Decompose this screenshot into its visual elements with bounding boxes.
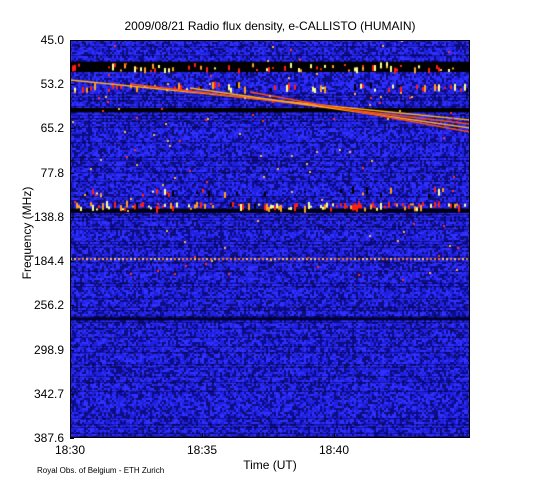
y-tick-mark [70,261,74,263]
x-axis-label: Time (UT) [243,458,297,472]
plot-frame [70,40,470,438]
y-tick-label: 53.2 [40,77,64,92]
y-axis-label: Frequency (MHz) [20,186,34,280]
y-tick-mark [70,438,74,439]
x-tick-label: 18:40 [318,443,350,457]
y-tick-mark [70,305,74,307]
x-tick-label: 18:35 [186,443,218,457]
spectrogram-heatmap [70,40,470,438]
y-tick-mark [70,40,74,41]
credit-text: Royal Obs. of Belgium - ETH Zurich [37,466,165,475]
x-tick-mark [202,433,203,438]
x-tick-mark [70,433,71,438]
x-tick-mark [334,433,335,438]
y-tick-label: 256.2 [33,298,64,313]
chart-title: 2009/08/21 Radio flux density, e-CALLIST… [124,19,416,33]
y-tick-mark [70,349,74,351]
y-tick-mark [70,393,74,395]
y-tick-label: 45.0 [40,33,64,47]
y-tick-label: 77.8 [40,165,64,180]
y-tick-label: 184.4 [33,254,64,269]
y-tick-mark [70,216,74,218]
y-tick-label: 387.6 [33,431,64,445]
y-tick-label: 298.9 [33,342,64,357]
y-tick-label: 65.2 [40,121,64,136]
y-tick-label: 138.8 [33,209,64,224]
y-tick-mark [70,172,74,174]
y-tick-mark [70,84,74,86]
y-tick-mark [70,128,74,130]
x-tick-label: 18:30 [54,443,86,457]
y-tick-label: 342.7 [33,386,64,401]
